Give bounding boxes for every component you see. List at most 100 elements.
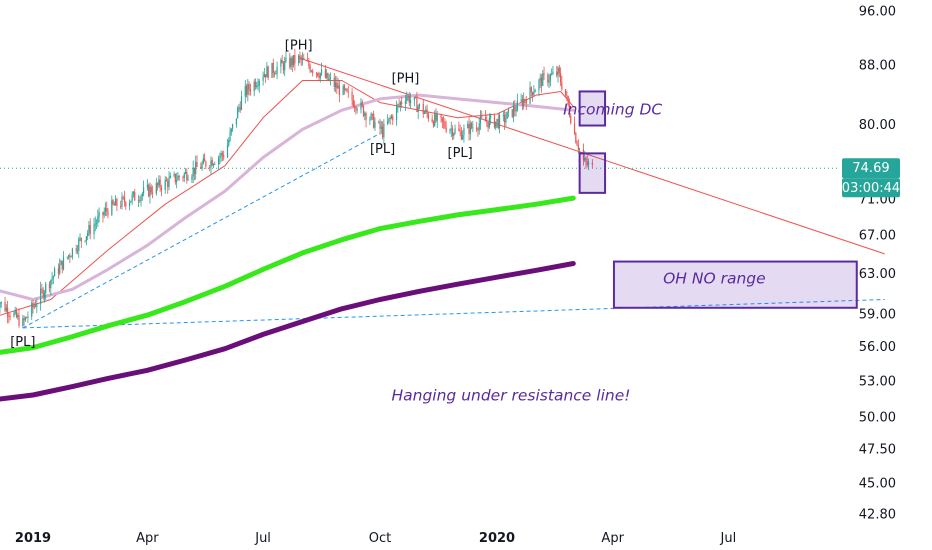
candle[interactable]	[468, 124, 470, 134]
candle[interactable]	[298, 55, 300, 64]
candle[interactable]	[191, 176, 193, 180]
candle[interactable]	[79, 237, 81, 240]
candle[interactable]	[193, 167, 196, 174]
candle[interactable]	[591, 162, 593, 165]
candle[interactable]	[57, 268, 60, 274]
candle[interactable]	[140, 196, 142, 201]
candle[interactable]	[548, 80, 550, 83]
candle[interactable]	[183, 173, 185, 178]
candle[interactable]	[76, 250, 79, 252]
candle[interactable]	[559, 73, 562, 83]
candle[interactable]	[309, 66, 311, 72]
candle[interactable]	[453, 133, 455, 137]
candle[interactable]	[379, 121, 381, 129]
candle[interactable]	[557, 67, 559, 76]
candle[interactable]	[176, 180, 178, 183]
candle[interactable]	[265, 74, 267, 78]
candle[interactable]	[538, 80, 540, 91]
candle[interactable]	[214, 163, 216, 165]
candle[interactable]	[13, 313, 15, 317]
candle[interactable]	[463, 128, 465, 136]
candle[interactable]	[462, 135, 464, 140]
candle[interactable]	[14, 310, 16, 314]
candle[interactable]	[504, 114, 506, 123]
candle[interactable]	[253, 81, 255, 92]
candle[interactable]	[300, 57, 302, 60]
candle[interactable]	[406, 97, 408, 101]
candle[interactable]	[346, 88, 348, 92]
candle[interactable]	[165, 179, 168, 182]
candle[interactable]	[131, 194, 133, 201]
candle[interactable]	[88, 224, 90, 233]
candle[interactable]	[201, 163, 203, 169]
candle[interactable]	[70, 256, 72, 258]
candle[interactable]	[549, 74, 551, 81]
candle[interactable]	[435, 113, 437, 121]
candle[interactable]	[496, 118, 498, 122]
candle[interactable]	[202, 158, 204, 164]
candle[interactable]	[220, 153, 222, 157]
candle[interactable]	[237, 108, 239, 119]
candle[interactable]	[24, 317, 26, 321]
candle[interactable]	[505, 118, 507, 123]
candle[interactable]	[254, 81, 257, 88]
candle[interactable]	[173, 173, 175, 176]
candle[interactable]	[388, 117, 390, 122]
candle[interactable]	[329, 77, 332, 79]
candle[interactable]	[361, 102, 363, 106]
candle[interactable]	[169, 175, 171, 178]
candle[interactable]	[78, 239, 80, 251]
candle[interactable]	[568, 104, 571, 116]
candle[interactable]	[204, 158, 206, 162]
candle[interactable]	[182, 177, 184, 179]
candle[interactable]	[289, 57, 291, 68]
candle[interactable]	[582, 149, 585, 161]
candle[interactable]	[9, 316, 11, 317]
candle[interactable]	[523, 99, 525, 107]
candle[interactable]	[530, 87, 532, 92]
candle[interactable]	[149, 186, 151, 197]
candle[interactable]	[380, 126, 382, 129]
candle[interactable]	[158, 179, 160, 186]
candle[interactable]	[586, 161, 588, 165]
candle[interactable]	[318, 76, 320, 79]
candle[interactable]	[111, 200, 113, 215]
candle[interactable]	[290, 58, 292, 68]
candle[interactable]	[164, 179, 166, 190]
candle[interactable]	[507, 109, 510, 112]
candle[interactable]	[371, 113, 374, 115]
candle[interactable]	[229, 132, 231, 141]
candle[interactable]	[561, 82, 563, 90]
candle[interactable]	[151, 192, 154, 194]
candle[interactable]	[210, 160, 212, 168]
candle[interactable]	[326, 72, 328, 78]
candle[interactable]	[390, 116, 393, 119]
candle[interactable]	[59, 264, 61, 274]
box-dc[interactable]	[578, 90, 607, 127]
candle[interactable]	[187, 179, 189, 181]
candle[interactable]	[116, 198, 118, 207]
candle[interactable]	[69, 255, 71, 258]
candle[interactable]	[413, 97, 415, 101]
candle[interactable]	[41, 288, 43, 290]
candle[interactable]	[33, 305, 35, 308]
candle[interactable]	[426, 109, 428, 114]
candle[interactable]	[404, 100, 407, 104]
candle[interactable]	[50, 280, 52, 288]
candle[interactable]	[378, 121, 380, 123]
candle[interactable]	[263, 74, 265, 77]
candle[interactable]	[284, 61, 286, 71]
candle[interactable]	[23, 318, 25, 321]
candle[interactable]	[299, 55, 301, 58]
candle[interactable]	[525, 100, 527, 104]
candle[interactable]	[280, 60, 282, 67]
candle[interactable]	[267, 66, 269, 78]
candle[interactable]	[487, 122, 489, 128]
candle[interactable]	[458, 128, 460, 131]
candle[interactable]	[585, 158, 587, 162]
candle[interactable]	[66, 256, 68, 258]
candle[interactable]	[534, 90, 536, 93]
candle[interactable]	[121, 196, 123, 207]
candle[interactable]	[333, 77, 335, 87]
candle[interactable]	[338, 85, 340, 95]
